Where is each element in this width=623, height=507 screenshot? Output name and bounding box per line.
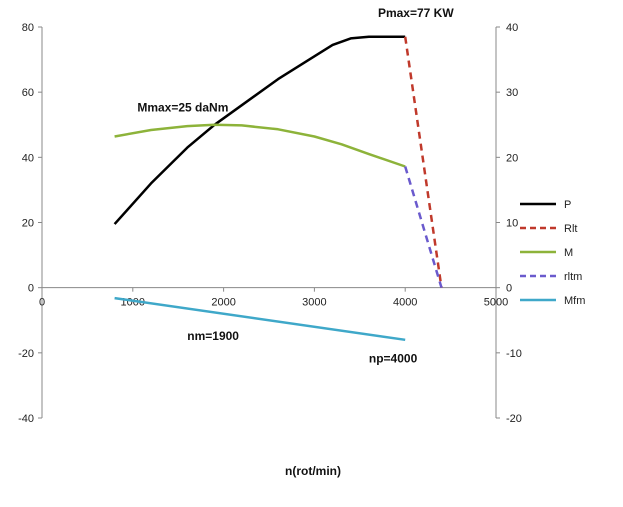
y-tick-right-label: -20 [506, 413, 522, 425]
y-tick-left-label: 80 [22, 22, 34, 34]
y-tick-right-label: 20 [506, 152, 518, 164]
x-axis-label: n(rot/min) [285, 464, 341, 478]
annotation-label: Pmax=77 KW [378, 6, 454, 20]
y-tick-left-label: 20 [22, 218, 34, 230]
annotation-label: np=4000 [369, 352, 418, 366]
x-tick-label: 0 [39, 297, 45, 309]
x-tick-label: 4000 [393, 297, 417, 309]
series-line-rlt [403, 36, 443, 288]
series-line-p [113, 35, 406, 225]
y-tick-left-label: 40 [22, 152, 34, 164]
series-line-m [114, 123, 406, 168]
series-line-rltm [404, 166, 443, 289]
x-tick-label: 3000 [302, 297, 326, 309]
legend-label-p: P [564, 199, 571, 211]
legend-label-rltm: rltm [564, 271, 582, 283]
y-tick-right-label: -10 [506, 348, 522, 360]
y-tick-right-label: 30 [506, 87, 518, 99]
annotation-label: nm=1900 [187, 329, 239, 343]
y-tick-left-label: 60 [22, 87, 34, 99]
y-tick-right-label: 10 [506, 218, 518, 230]
y-tick-right-label: 40 [506, 22, 518, 34]
y-tick-left-label: -20 [18, 348, 34, 360]
series-layer [113, 35, 443, 342]
y-tick-right-label: 0 [506, 283, 512, 295]
y-tick-left-label: -40 [18, 413, 34, 425]
annotation-label: Mmax=25 daNm [137, 101, 228, 115]
legend-label-mfm: Mfm [564, 295, 585, 307]
legend-label-m: M [564, 247, 573, 259]
annotations: Pmax=77 KW Mmax=25 daNm nm=1900 np=4000 [137, 6, 454, 365]
y-tick-left-label: 0 [28, 283, 34, 295]
legend-label-rlt: Rlt [564, 223, 577, 235]
x-tick-label: 5000 [484, 297, 508, 309]
x-tick-label: 2000 [211, 297, 235, 309]
series-line-mfm [114, 296, 406, 342]
